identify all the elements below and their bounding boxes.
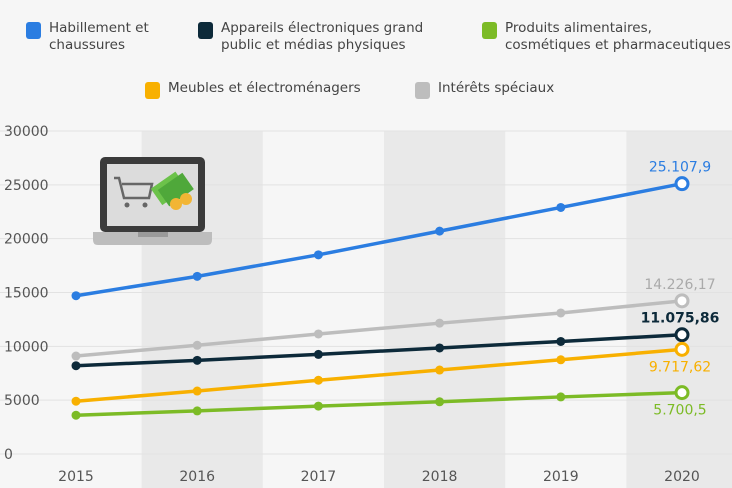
data-label: 5.700,5 [653, 403, 706, 419]
legend-label: Meubles et électroménagers [168, 80, 361, 96]
data-label: 9.717,62 [649, 359, 711, 375]
data-point [192, 355, 202, 365]
data-point-end [674, 327, 690, 343]
y-tick-label: 15000 [4, 286, 49, 302]
data-point [192, 340, 202, 350]
data-point [435, 365, 445, 375]
data-point [556, 392, 566, 402]
data-point [71, 396, 81, 406]
x-tick-label: 2018 [422, 469, 458, 485]
x-tick-label: 2019 [543, 469, 579, 485]
legend-swatch [482, 22, 497, 39]
data-point [192, 271, 202, 281]
series-line [75, 390, 683, 417]
data-label: 25.107,9 [649, 160, 711, 176]
x-tick-label: 2016 [179, 469, 215, 485]
y-tick-label: 10000 [4, 339, 49, 355]
data-point [435, 397, 445, 407]
data-point [313, 375, 323, 385]
legend-item[interactable]: Habillement et chaussures [26, 20, 149, 54]
data-label: 11.075,86 [641, 311, 720, 327]
data-point [71, 351, 81, 361]
legend-label: Produits alimentaires, cosmétiques et ph… [505, 20, 731, 53]
data-point [313, 349, 323, 359]
data-point [556, 336, 566, 346]
legend-item[interactable]: Meubles et électroménagers [145, 80, 361, 99]
series-line [75, 347, 683, 403]
legend-label: Habillement et chaussures [49, 20, 149, 53]
y-tick-label: 30000 [4, 124, 49, 140]
data-point [556, 308, 566, 318]
data-point [71, 361, 81, 371]
y-tick-label: 20000 [4, 232, 49, 248]
data-point [192, 386, 202, 396]
legend-swatch [145, 82, 160, 99]
legend-item[interactable]: Produits alimentaires, cosmétiques et ph… [482, 20, 731, 54]
x-tick-label: 2015 [58, 469, 94, 485]
data-point-end [674, 385, 690, 401]
year-band [384, 131, 506, 488]
data-point [556, 355, 566, 365]
data-point [313, 250, 323, 260]
data-point [313, 329, 323, 339]
x-tick-label: 2020 [664, 469, 700, 485]
y-tick-label: 0 [4, 447, 13, 463]
data-point [313, 401, 323, 411]
data-point-end [674, 341, 690, 357]
y-tick-label: 5000 [4, 393, 40, 409]
data-point-end [674, 293, 690, 309]
series-line [75, 181, 683, 298]
data-label: 14.226,17 [644, 277, 715, 293]
data-point-end [674, 176, 690, 192]
legend-swatch [198, 22, 213, 39]
x-tick-label: 2017 [301, 469, 337, 485]
legend-label: Intérêts spéciaux [438, 80, 555, 96]
legend-label: Appareils électroniques grand public et … [221, 20, 424, 53]
data-point [556, 202, 566, 212]
legend-swatch [26, 22, 41, 39]
data-point [192, 406, 202, 416]
legend-item[interactable]: Intérêts spéciaux [415, 80, 554, 99]
legend-swatch [415, 82, 430, 99]
series-line [75, 299, 683, 358]
data-point [435, 343, 445, 353]
data-point [71, 291, 81, 301]
data-point [435, 226, 445, 236]
legend-item[interactable]: Appareils électroniques grand public et … [198, 20, 423, 54]
data-point [435, 318, 445, 328]
y-tick-label: 25000 [4, 178, 49, 194]
laptop-shopping-cart-illustration [93, 157, 212, 245]
data-point [71, 410, 81, 420]
series-line [75, 333, 683, 368]
